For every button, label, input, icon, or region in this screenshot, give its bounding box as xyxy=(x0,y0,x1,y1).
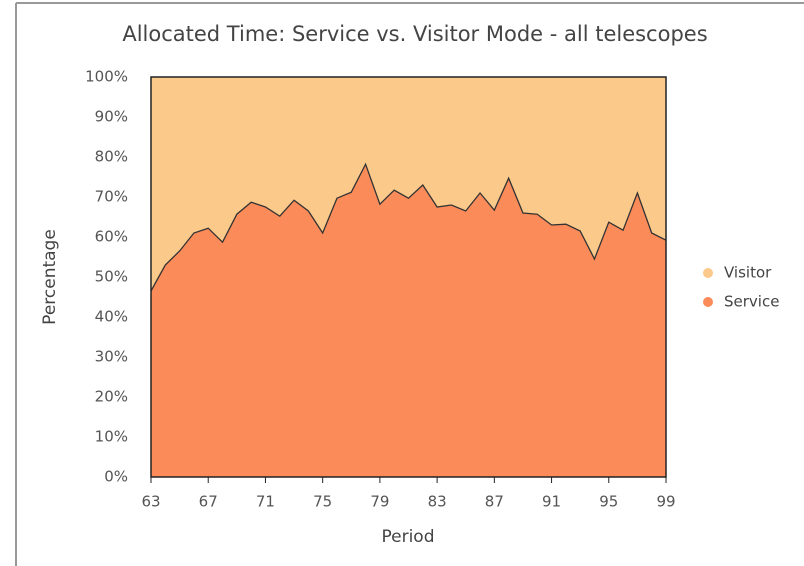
y-tick-label: 70% xyxy=(95,188,128,206)
y-tick-label: 0% xyxy=(104,468,128,486)
y-tick-label: 90% xyxy=(95,108,128,126)
x-tick-label: 63 xyxy=(141,493,160,511)
x-tick-label: 95 xyxy=(599,493,618,511)
area-fill xyxy=(151,77,666,291)
y-tick-label: 10% xyxy=(95,428,128,446)
series-line xyxy=(150,162,667,292)
x-tick-label: 91 xyxy=(542,493,561,511)
area-fill xyxy=(151,164,666,477)
x-tick-label: 87 xyxy=(485,493,504,511)
y-tick-label: 40% xyxy=(95,308,128,326)
x-tick-label: 83 xyxy=(428,493,447,511)
y-axis-label: Percentage xyxy=(40,229,60,325)
x-tick-label: 67 xyxy=(199,493,218,511)
y-tick-label: 60% xyxy=(95,228,128,246)
x-tick-label: 79 xyxy=(370,493,389,511)
x-tick-label: 99 xyxy=(656,493,675,511)
y-tick-label: 80% xyxy=(95,148,128,166)
legend-label: Service xyxy=(724,293,779,311)
y-tick-label: 50% xyxy=(95,268,128,286)
y-tick-label: 20% xyxy=(95,388,128,406)
y-tick-label: 30% xyxy=(95,348,128,366)
x-tick-label: 75 xyxy=(313,493,332,511)
legend-marker xyxy=(703,297,713,307)
y-tick-label: 100% xyxy=(85,68,128,86)
legend-marker xyxy=(703,268,713,278)
plot-border xyxy=(150,76,667,478)
legend-label: Visitor xyxy=(724,264,772,282)
chart-title: Allocated Time: Service vs. Visitor Mode… xyxy=(122,22,707,46)
x-tick-label: 71 xyxy=(256,493,275,511)
x-axis-label: Period xyxy=(381,527,434,547)
